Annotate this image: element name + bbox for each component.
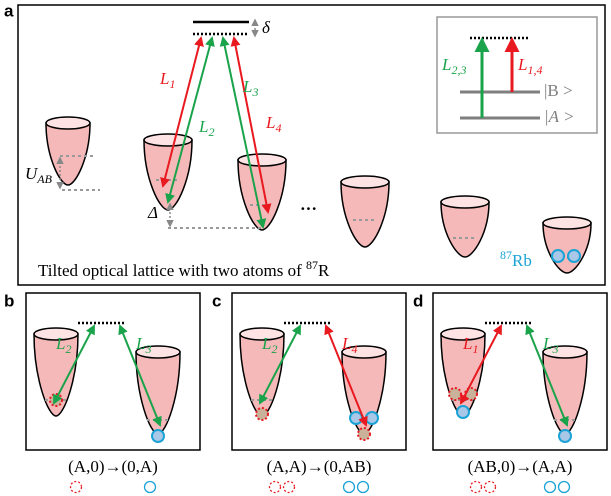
atom — [358, 428, 370, 440]
caption: (A,0)→(0,A) — [68, 457, 158, 476]
trap — [341, 182, 389, 247]
atom — [366, 412, 378, 424]
text: L — [542, 334, 552, 353]
beam-label: L3 — [542, 334, 558, 356]
state-atom — [284, 482, 295, 493]
trap-top — [341, 176, 389, 188]
figure: a δ L1 L2 L3 L4 UAB Δ ··· Tilted optical… — [0, 0, 611, 496]
text: 1 — [472, 342, 478, 356]
state-atom — [270, 482, 281, 493]
caption: (A,A)→(0,AB) — [267, 457, 372, 476]
u-ab: UAB — [25, 164, 53, 186]
panel-label: a — [4, 1, 14, 20]
trap — [543, 223, 591, 273]
beam-label: L3 — [135, 334, 151, 356]
atom — [568, 250, 580, 262]
delta-big: Δ — [147, 203, 158, 222]
trap-top — [543, 217, 591, 229]
level-label: |A > — [544, 107, 574, 126]
trap-top — [46, 117, 90, 129]
caption: Tilted optical lattice with two atoms of… — [38, 258, 330, 280]
state-atom — [344, 482, 355, 493]
state-atom — [545, 482, 556, 493]
atom — [559, 430, 571, 442]
atom — [552, 250, 564, 262]
text: L — [261, 334, 271, 353]
level-label: |B > — [544, 81, 573, 100]
beam-label: L2 — [198, 117, 214, 139]
text: 4 — [351, 342, 357, 356]
beam-label: L4 — [265, 113, 281, 135]
text: L — [462, 334, 472, 353]
atom — [350, 412, 362, 424]
text: L — [135, 334, 145, 353]
trap — [441, 202, 489, 257]
text: L — [55, 334, 65, 353]
rb-label: 87Rb — [500, 248, 532, 270]
trap — [46, 123, 90, 185]
beam-label: L3 — [242, 77, 258, 99]
state-atom — [358, 482, 369, 493]
delta: δ — [262, 18, 271, 37]
state-atom — [71, 482, 82, 493]
atom — [256, 408, 268, 420]
trap-top — [238, 154, 286, 166]
state-atom — [145, 482, 156, 493]
beam-label: L4 — [341, 334, 357, 356]
text: L — [341, 334, 351, 353]
panel-label: d — [413, 291, 423, 310]
text: 2 — [271, 342, 277, 356]
state-atom — [471, 482, 482, 493]
text: 3 — [144, 342, 151, 356]
beam-label: L1 — [159, 69, 175, 91]
atom — [457, 406, 469, 418]
text: 2 — [65, 342, 71, 356]
text: 3 — [551, 342, 558, 356]
panel-label: b — [4, 291, 14, 310]
trap-top — [441, 196, 489, 208]
atom — [449, 388, 461, 400]
ellipsis: ··· — [300, 199, 317, 218]
atom — [152, 430, 164, 442]
caption: (AB,0)→(A,A) — [468, 457, 573, 476]
panel-label: c — [212, 291, 221, 310]
state-atom — [485, 482, 496, 493]
state-atom — [559, 482, 570, 493]
